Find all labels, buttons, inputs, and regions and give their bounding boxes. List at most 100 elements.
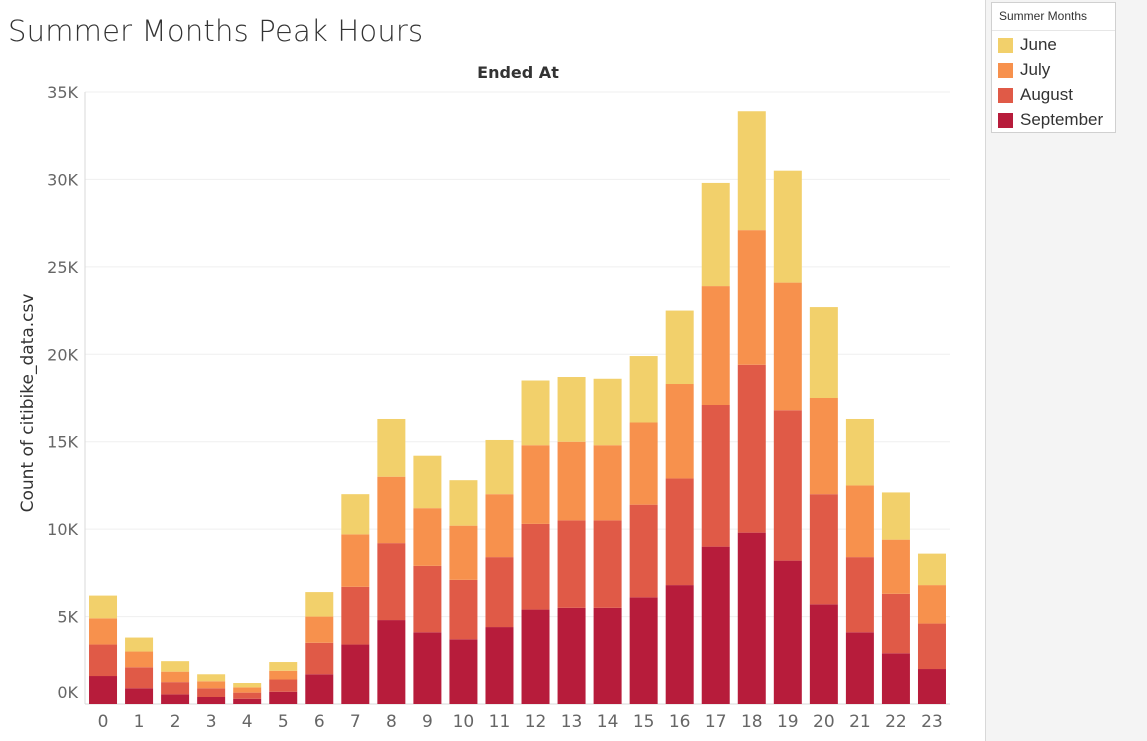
- y-tick-label: 10K: [47, 520, 78, 539]
- bar-segment-june: [89, 595, 118, 619]
- bar-segment-july: [521, 445, 550, 524]
- bar-segment-august: [701, 404, 730, 547]
- bar-segment-august: [665, 478, 694, 586]
- bar-segment-august: [809, 494, 838, 605]
- bar-segment-june: [557, 377, 586, 442]
- x-tick-label: 5: [278, 712, 289, 732]
- x-tick-label: 2: [170, 712, 181, 732]
- bar-segment-september: [557, 607, 586, 704]
- bar-segment-september: [125, 688, 154, 704]
- bar-segment-august: [161, 682, 190, 695]
- bar-segment-september: [773, 560, 802, 704]
- bar-segment-august: [377, 543, 406, 621]
- x-tick-label: 15: [633, 712, 655, 732]
- bar-segment-august: [917, 623, 946, 670]
- x-tick-label: 13: [561, 712, 583, 732]
- bar-segment-august: [845, 557, 874, 633]
- bar-segment-august: [629, 504, 658, 598]
- bar-segment-august: [773, 410, 802, 561]
- bar-segment-june: [593, 378, 622, 446]
- bar-segment-july: [449, 525, 478, 580]
- bar-segment-august: [269, 679, 298, 692]
- y-tick-label: 30K: [47, 170, 78, 189]
- bar-segment-september: [161, 694, 190, 704]
- bar-segment-july: [773, 282, 802, 411]
- bar-segment-september: [89, 676, 118, 704]
- bar-segment-july: [665, 384, 694, 479]
- bar-segment-september: [521, 609, 550, 704]
- x-axis-title: Ended At: [477, 63, 559, 82]
- x-tick-label: 22: [885, 712, 907, 732]
- bar-segment-september: [809, 604, 838, 704]
- bar-segment-august: [89, 644, 118, 677]
- bar-segment-september: [305, 674, 334, 704]
- bar-segment-june: [269, 662, 298, 671]
- bar-segment-june: [917, 553, 946, 586]
- bar-segment-september: [629, 597, 658, 704]
- x-tick-label: 21: [849, 712, 871, 732]
- bar-segment-july: [485, 494, 514, 558]
- bar-segment-august: [557, 520, 586, 608]
- x-tick-label: 3: [206, 712, 217, 732]
- bar-segment-august: [881, 593, 910, 654]
- y-tick-label: 0K: [57, 683, 78, 702]
- bar-segment-july: [737, 230, 766, 365]
- bar-segment-august: [305, 642, 334, 675]
- bar-segment-july: [161, 671, 190, 683]
- bar-segment-june: [125, 637, 154, 652]
- bar-segment-june: [341, 494, 370, 535]
- bar-segment-june: [305, 592, 334, 617]
- bar-segment-september: [269, 691, 298, 704]
- x-tick-label: 0: [98, 712, 109, 732]
- bar-segment-august: [449, 579, 478, 640]
- x-tick-label: 23: [921, 712, 943, 732]
- legend-label-august: August: [1020, 85, 1073, 104]
- bar-segment-september: [881, 653, 910, 704]
- x-tick-label: 9: [422, 712, 433, 732]
- bar-segment-september: [197, 697, 226, 704]
- bar-segment-september: [413, 632, 442, 704]
- bar-segment-august: [341, 586, 370, 645]
- y-tick-label: 35K: [47, 83, 78, 102]
- bar-segment-september: [701, 546, 730, 704]
- legend-label-june: June: [1020, 35, 1057, 54]
- bar-segment-september: [233, 698, 262, 704]
- y-tick-label: 5K: [57, 608, 78, 627]
- x-tick-label: 11: [489, 712, 511, 732]
- bar-segment-july: [233, 687, 262, 693]
- bar-segment-august: [737, 364, 766, 533]
- legend-swatch-june: [998, 38, 1013, 53]
- x-tick-label: 4: [242, 712, 253, 732]
- chart-title: Summer Months Peak Hours: [8, 14, 424, 48]
- x-tick-label: 14: [597, 712, 619, 732]
- bar-segment-july: [341, 534, 370, 587]
- x-tick-label: 16: [669, 712, 691, 732]
- x-tick-label: 19: [777, 712, 799, 732]
- y-axis-title: Count of citibike_data.csv: [18, 294, 38, 513]
- legend-swatch-july: [998, 63, 1013, 78]
- bar-segment-june: [521, 380, 550, 446]
- bar-segment-june: [845, 418, 874, 486]
- x-tick-label: 17: [705, 712, 727, 732]
- bar-segment-july: [89, 618, 118, 645]
- bar-segment-june: [881, 492, 910, 540]
- bar-segment-september: [341, 644, 370, 704]
- bar-segment-august: [197, 688, 226, 698]
- legend[interactable]: Summer Months June July August September: [991, 2, 1116, 133]
- bar-segment-june: [629, 356, 658, 423]
- bar-segment-july: [305, 616, 334, 643]
- bar-segment-july: [125, 651, 154, 668]
- bar-segment-august: [485, 557, 514, 628]
- x-tick-label: 6: [314, 712, 325, 732]
- bar-segment-june: [197, 674, 226, 682]
- bar-segment-june: [773, 170, 802, 283]
- legend-swatch-august: [998, 88, 1013, 103]
- stacked-bar-chart: 0K 5K 10K 15K 20K 25K 30K 35K Ended At Count of c…: [18, 63, 950, 732]
- y-tick-label: 15K: [47, 433, 78, 452]
- bar-segment-june: [233, 683, 262, 688]
- bar-segment-august: [233, 692, 262, 699]
- legend-label-july: July: [1020, 60, 1051, 79]
- bar-segment-september: [665, 585, 694, 704]
- bar-segment-august: [125, 667, 154, 689]
